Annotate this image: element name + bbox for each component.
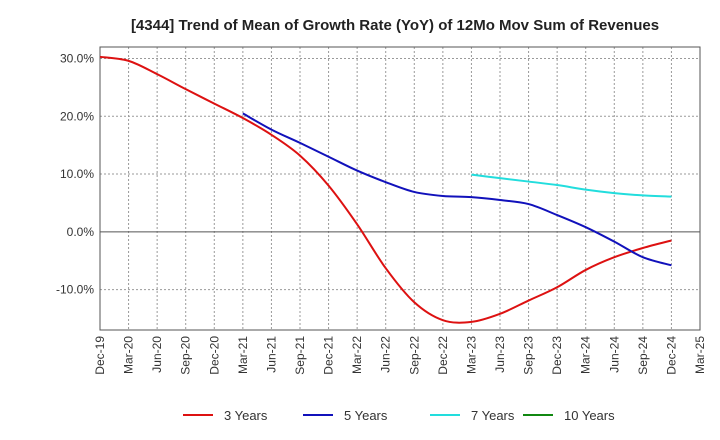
series-line-5-years [242, 112, 672, 267]
x-tick-label: Sep-23 [522, 336, 536, 375]
x-tick-label: Sep-21 [293, 336, 307, 375]
legend-label: 5 Years [344, 408, 388, 423]
x-tick-label: Mar-20 [122, 336, 136, 374]
x-tick-label: Dec-19 [93, 336, 107, 375]
chart-title: [4344] Trend of Mean of Growth Rate (YoY… [131, 17, 659, 34]
x-tick-label: Jun-20 [150, 336, 164, 373]
x-tick-label: Mar-23 [464, 336, 478, 374]
x-tick-label: Sep-20 [179, 336, 193, 375]
y-tick-label: 20.0% [60, 109, 94, 123]
series-line-7-years [471, 173, 672, 198]
x-tick-label: Jun-24 [607, 336, 621, 373]
legend: 3 Years 5 Years 7 Years 10 Years [183, 408, 615, 423]
legend-label: 3 Years [224, 408, 268, 423]
x-tick-label: Dec-22 [436, 336, 450, 375]
grid-lines [100, 47, 700, 330]
axes: Dec-19 Mar-20 Jun-20 Sep-20 Dec-20 Mar-21 Jun-… [56, 46, 707, 375]
x-tick-label: Dec-24 [664, 336, 678, 375]
x-tick-label: Sep-22 [407, 336, 421, 375]
legend-label: 10 Years [564, 408, 615, 423]
x-tick-label: Dec-21 [322, 336, 336, 375]
y-tick-label: 10.0% [60, 167, 94, 181]
x-tick-label: Mar-22 [350, 336, 364, 374]
x-tick-label: Dec-23 [550, 336, 564, 375]
y-tick-label: -10.0% [56, 283, 94, 297]
legend-label: 7 Years [471, 408, 515, 423]
x-tick-label: Jun-23 [493, 336, 507, 373]
plot-area-border [99, 46, 701, 331]
series-lines [99, 55, 672, 324]
x-tick-label: Sep-24 [636, 336, 650, 375]
y-tick-label: 0.0% [67, 225, 95, 239]
x-tick-label: Jun-22 [379, 336, 393, 373]
x-tick-label: Jun-21 [264, 336, 278, 373]
series-line-3-years [99, 55, 672, 324]
x-tick-label: Mar-21 [236, 336, 250, 374]
y-tick-label: 30.0% [60, 52, 94, 66]
x-tick-label: Mar-25 [693, 336, 707, 374]
x-tick-label: Mar-24 [579, 336, 593, 374]
x-tick-label: Dec-20 [207, 336, 221, 375]
